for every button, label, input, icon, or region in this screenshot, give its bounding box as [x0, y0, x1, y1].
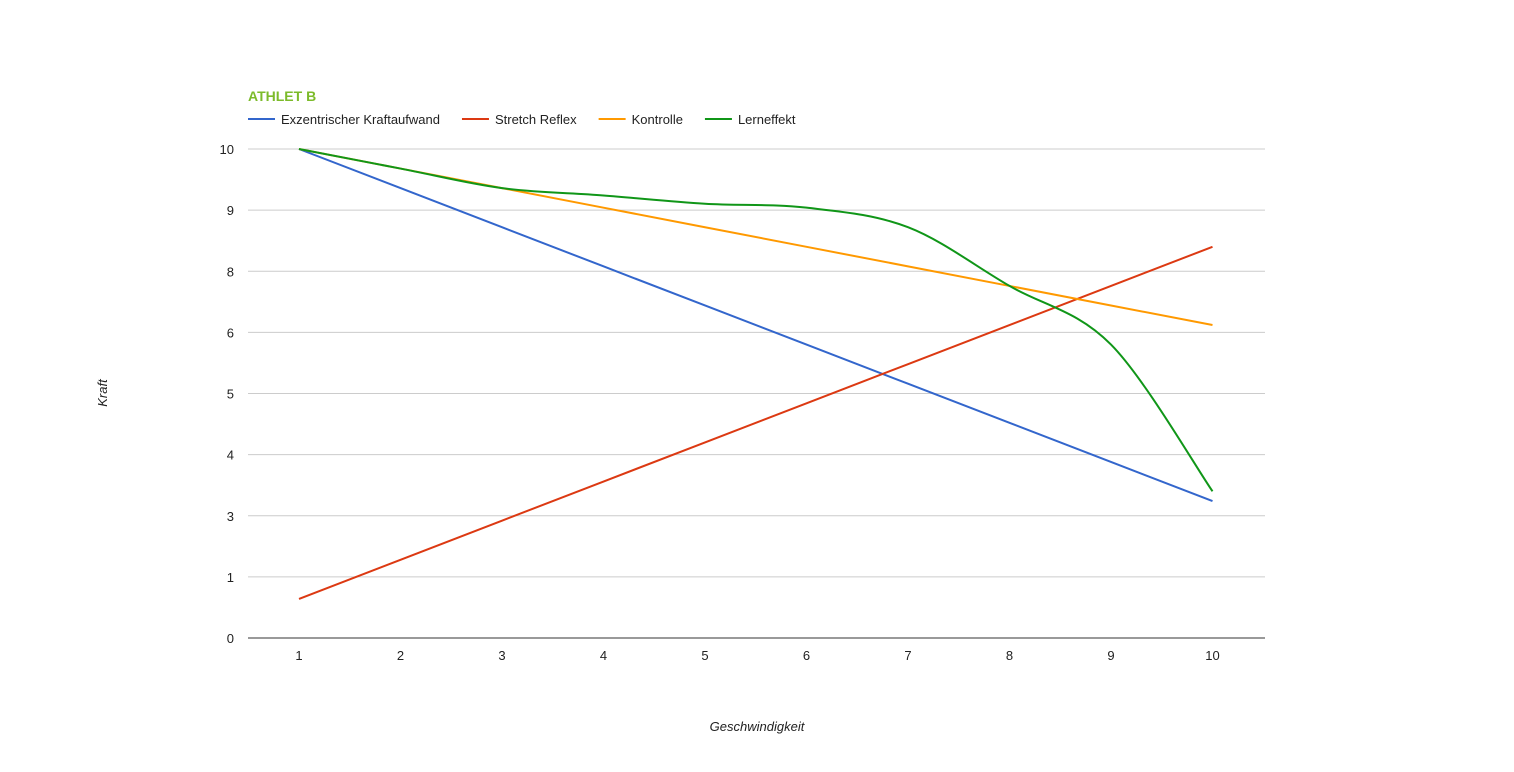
x-tick-label: 8 [1006, 648, 1013, 663]
legend-item[interactable]: Stretch Reflex [461, 112, 577, 127]
x-tick-label: 7 [904, 648, 911, 663]
x-tick-label: 10 [1205, 648, 1219, 663]
x-tick-label: 4 [600, 648, 607, 663]
legend-label: Kontrolle [632, 112, 683, 127]
legend-item[interactable]: Kontrolle [598, 112, 683, 127]
x-axis-label: Geschwindigkeit [710, 719, 806, 734]
legend-label: Exzentrischer Kraftaufwand [281, 112, 440, 127]
x-tick-label: 1 [295, 648, 302, 663]
legend: Exzentrischer Kraftaufwand Stretch Reflex… [248, 112, 796, 127]
gridlines [248, 148, 1265, 578]
legend-label: Stretch Reflex [495, 112, 577, 127]
x-tick-label: 6 [803, 648, 810, 663]
y-tick-label: 4 [227, 448, 234, 463]
legend-label: Lerneffekt [738, 112, 796, 127]
series-line-1 [298, 245, 1213, 600]
series-lines [298, 148, 1214, 600]
x-tick-label: 5 [701, 648, 708, 663]
legend-item[interactable]: Lerneffekt [704, 112, 796, 127]
y-tick-label: 10 [220, 142, 234, 157]
y-tick-label: 0 [227, 631, 234, 646]
series-line-0 [298, 148, 1213, 503]
legend-item[interactable]: Exzentrischer Kraftaufwand [248, 112, 440, 127]
y-tick-label: 3 [227, 509, 234, 524]
y-tick-label: 6 [227, 325, 234, 340]
x-tick-label: 2 [397, 648, 404, 663]
y-tick-label: 9 [227, 203, 234, 218]
x-axis-ticks: 1 2 3 4 5 6 7 8 9 10 [295, 648, 1219, 663]
x-tick-label: 9 [1107, 648, 1114, 663]
x-tick-label: 3 [498, 648, 505, 663]
chart-title: ATHLET B [248, 88, 316, 104]
y-tick-label: 8 [227, 264, 234, 279]
y-tick-label: 1 [227, 570, 234, 585]
y-axis-label: Kraft [95, 378, 110, 407]
series-line-3 [298, 148, 1214, 492]
y-tick-label: 5 [227, 387, 234, 402]
y-axis-ticks: 0 1 3 4 5 6 8 9 10 [220, 142, 234, 646]
